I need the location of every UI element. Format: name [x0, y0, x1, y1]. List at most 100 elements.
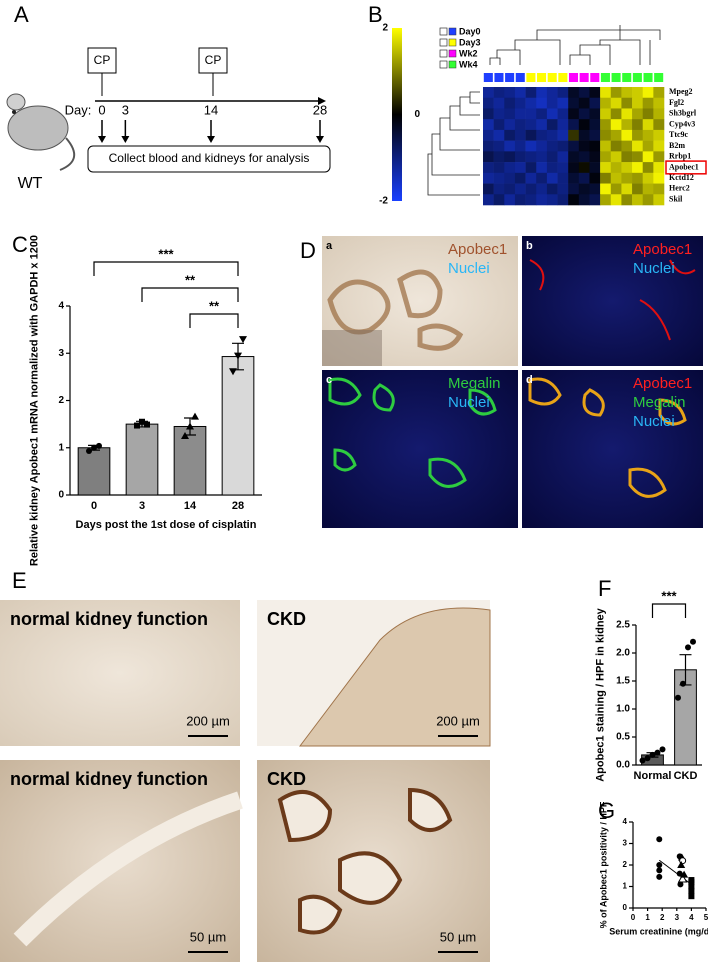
- heatmap-cell: [632, 194, 644, 206]
- heatmap-cell: [514, 129, 526, 141]
- heatmap-cell: [653, 87, 665, 99]
- heatmap-cell: [632, 151, 644, 163]
- heatmap-cell: [525, 172, 537, 184]
- significance-label: **: [209, 298, 220, 313]
- panel-tag: b: [526, 240, 533, 252]
- data-point: [654, 749, 661, 756]
- heatmap-cell: [568, 129, 580, 141]
- heatmap-cell: [557, 162, 569, 174]
- gene-label: Sh3bgrl: [669, 109, 697, 118]
- heatmap-cell: [546, 87, 558, 99]
- timeline-arrow: [318, 97, 326, 105]
- data-point: [91, 444, 97, 451]
- heatmap-cell: [483, 129, 494, 141]
- data-point: [677, 861, 686, 868]
- heatmap-cell: [621, 151, 633, 163]
- data-point: [229, 368, 237, 376]
- heatmap-cell: [536, 87, 548, 99]
- heatmap-cell: [504, 87, 516, 99]
- heatmap-cell: [578, 97, 590, 109]
- bar: [221, 356, 255, 496]
- highlight-box: [665, 160, 707, 175]
- heatmap-cell: [578, 108, 590, 120]
- data-point: [656, 862, 663, 868]
- scale-label: 50 µm: [190, 929, 226, 944]
- heatmap-cell: [610, 183, 622, 195]
- heatmap-cell: [493, 151, 505, 163]
- y-axis-label: Apobec1 staining / HPF in kidney: [595, 607, 607, 781]
- stain-label: Nuclei: [633, 413, 675, 430]
- legend-label: Wk2: [459, 48, 478, 58]
- heatmap-cell: [514, 87, 526, 99]
- heatmap-cell: [493, 97, 505, 109]
- y-tick-label: 0.5: [616, 732, 630, 743]
- heatmap-cell: [568, 162, 580, 174]
- group-strip: [558, 73, 568, 82]
- legend-check: [439, 27, 448, 36]
- legend-swatch: [448, 49, 457, 58]
- heatmap-cell: [504, 194, 516, 206]
- heatmap-cell: [578, 87, 590, 99]
- scale-label: 200 µm: [186, 713, 230, 728]
- y-tick-label: 0.0: [616, 760, 630, 771]
- fit-line: [658, 859, 692, 885]
- data-point: [690, 638, 696, 645]
- data-point: [677, 873, 688, 883]
- heatmap-cell: [493, 108, 505, 120]
- group-strip: [611, 73, 621, 82]
- data-point: [86, 448, 92, 455]
- group-strip: [579, 73, 589, 82]
- data-point: [239, 336, 247, 344]
- histology-title: normal kidney function: [10, 769, 208, 789]
- y-tick-label: 3: [623, 839, 628, 848]
- data-point: [144, 421, 150, 428]
- heatmap-cell: [642, 162, 654, 174]
- significance-bracket: [141, 287, 239, 302]
- heatmap-cell: [536, 172, 548, 184]
- heatmap-cell: [610, 119, 622, 131]
- heatmap-cell: [621, 183, 633, 195]
- stain-label: Apobec1: [633, 241, 692, 258]
- heatmap-cell: [557, 108, 569, 120]
- heatmap-cell: [536, 97, 548, 109]
- micrograph-d: [522, 370, 703, 528]
- heatmap-cell: [600, 151, 612, 163]
- heatmap-cell: [504, 140, 516, 152]
- heatmap-cell: [514, 183, 526, 195]
- heatmap-cell: [504, 108, 516, 120]
- heatmap-cell: [621, 162, 633, 174]
- heatmap-cell: [504, 183, 516, 195]
- group-strip: [515, 73, 525, 82]
- arrow-head: [98, 136, 106, 143]
- heatmap-cell: [621, 108, 633, 120]
- data-point: [688, 879, 695, 886]
- heatmap-cell: [514, 119, 526, 131]
- data-point: [659, 746, 666, 753]
- gene-label: B2m: [669, 141, 685, 150]
- heatmap-cell: [600, 183, 612, 195]
- data-point: [181, 431, 189, 439]
- arrow-head: [316, 136, 324, 143]
- heatmap-cell: [600, 108, 612, 120]
- panel-tag: a: [326, 240, 333, 252]
- data-point: [186, 422, 194, 430]
- x-tick-label: 28: [232, 500, 244, 512]
- panel-label: A: [14, 2, 29, 27]
- heatmap-cell: [525, 183, 537, 195]
- gene-label: Cyp4v3: [669, 119, 695, 128]
- heatmap-cell: [568, 151, 580, 163]
- heatmap-cell: [621, 194, 633, 206]
- heatmap-cell: [493, 140, 505, 152]
- heatmap-cell: [642, 87, 654, 99]
- stain-label: Apobec1: [633, 375, 692, 392]
- heatmap-cell: [525, 151, 537, 163]
- heatmap-cell: [557, 183, 569, 195]
- group-strip: [547, 73, 557, 82]
- heatmap-cell: [525, 140, 537, 152]
- x-tick-label: Normal: [634, 770, 672, 782]
- heatmap-cell: [653, 194, 665, 206]
- data-point: [139, 418, 145, 425]
- bar: [173, 425, 207, 496]
- gene-label: Fgl2: [669, 98, 684, 107]
- heatmap-cell: [525, 129, 537, 141]
